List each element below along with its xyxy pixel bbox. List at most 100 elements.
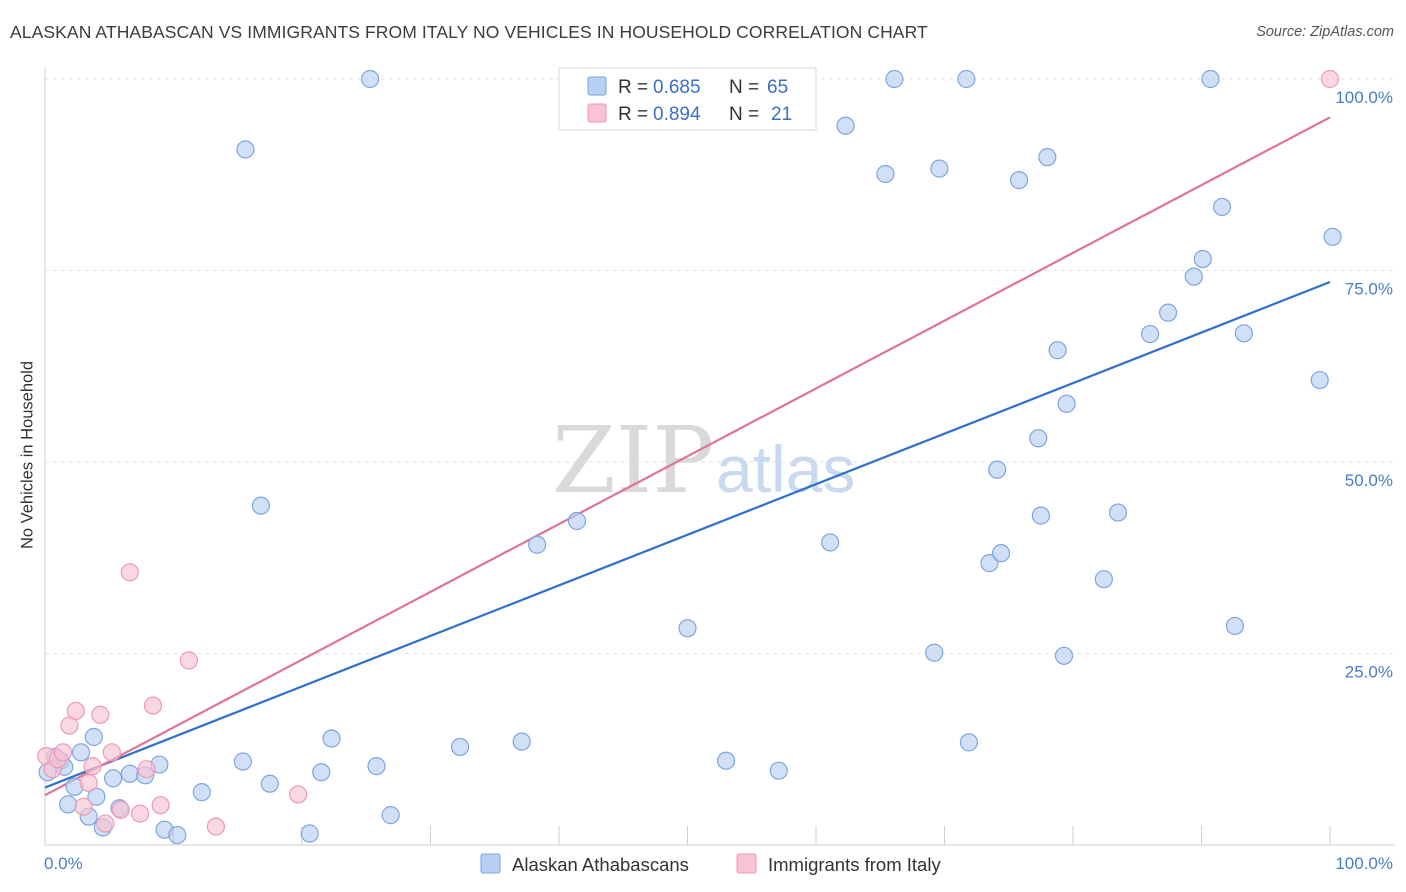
italy-point [53, 743, 73, 762]
athabascan-point [957, 69, 976, 89]
italy-point [289, 785, 308, 804]
bottom-legend-label: Alaskan Athabascans [512, 854, 689, 875]
italy-trend-line [44, 116, 1331, 797]
chart-title: ALASKAN ATHABASCAN VS IMMIGRANTS FROM IT… [10, 22, 928, 42]
athabascan-point [233, 752, 252, 771]
athabascan-point [1184, 267, 1203, 286]
athabascan-point [925, 643, 944, 662]
athabascan-point [1009, 171, 1029, 190]
athabascan-point [959, 733, 979, 752]
y-tick-label: 75.0% [1345, 280, 1393, 299]
legend-n-label: N = [729, 77, 759, 98]
athabascan-point [84, 727, 103, 747]
athabascan-point [260, 774, 279, 793]
x-tick-label: 100.0% [1335, 854, 1393, 873]
y-tick-label: 100.0% [1335, 88, 1393, 107]
bottom-legend-label: Immigrants from Italy [768, 854, 941, 875]
athabascan-point [87, 787, 106, 806]
y-tick-label: 25.0% [1345, 663, 1393, 682]
athabascan-point [120, 764, 139, 783]
athabascan-point [312, 763, 331, 782]
bottom-legend: Alaskan Athabascans Immigrants from Ital… [480, 853, 941, 875]
athabascan-point [876, 164, 895, 184]
italy-point [83, 757, 102, 776]
italy-point [151, 796, 170, 815]
athabascan-point [192, 783, 211, 802]
athabascan-point [1140, 324, 1160, 344]
watermark: ZIP atlas [552, 407, 855, 514]
athabascan-point [930, 159, 949, 178]
italy-point [66, 701, 85, 721]
italy-point [91, 705, 110, 724]
legend-box: R = 0.685 N = 65 R = 0.894 N = 21 [558, 67, 817, 131]
athabascan-point [991, 544, 1011, 563]
watermark-zip: ZIP [552, 407, 714, 514]
athabascan-point [236, 140, 255, 159]
italy-point [137, 760, 156, 779]
data-points [37, 69, 1342, 845]
athabascan-point [716, 751, 736, 770]
legend-n-label: N = [729, 104, 759, 125]
athabascan-point [528, 535, 547, 554]
athabascan-point [1054, 646, 1074, 665]
italy-point [111, 800, 130, 819]
italy-point [74, 797, 93, 816]
athabascan-point [59, 795, 78, 814]
athabascan-trend-line [44, 280, 1331, 789]
athabascan-point [885, 69, 904, 89]
axes [44, 67, 1395, 846]
italy-point [143, 696, 163, 715]
italy-point [79, 773, 98, 793]
athabascan-point [104, 769, 123, 788]
athabascan-point [678, 619, 697, 638]
italy-point [120, 563, 139, 582]
athabascan-point [1038, 148, 1057, 167]
athabascan-point [300, 824, 319, 843]
gridlines [45, 78, 1395, 654]
italy-point [130, 804, 150, 823]
athabascan-point [1108, 503, 1128, 522]
athabascan-point [251, 496, 270, 515]
chart-source: Source: ZipAtlas.com [1256, 24, 1394, 40]
legend-r-label: R = [618, 77, 648, 98]
athabascan-point [1029, 429, 1048, 448]
italy-point [1320, 69, 1340, 89]
y-tick-label: 50.0% [1345, 471, 1393, 490]
athabascan-point [168, 825, 187, 845]
athabascan-point [1234, 324, 1254, 343]
athabascan-point [1158, 303, 1178, 322]
athabascan-point [1310, 370, 1329, 390]
athabascan-point [367, 757, 386, 776]
athabascan-point [980, 554, 999, 573]
athabascan-point [836, 116, 855, 135]
italy-point [179, 651, 199, 670]
athabascan-point [71, 743, 91, 762]
trend-lines [44, 116, 1331, 797]
athabascan-point [1094, 570, 1113, 589]
athabascan-point [1212, 197, 1232, 217]
watermark-atlas: atlas [716, 432, 855, 506]
athabascan-point [322, 729, 341, 748]
bottom-legend-swatch-blue [480, 853, 501, 874]
legend-r-value: 0.894 [653, 104, 701, 125]
italy-point [96, 814, 115, 833]
legend-swatch-blue [587, 76, 607, 96]
legend-r-label: R = [618, 104, 648, 125]
athabascan-point [1048, 341, 1067, 360]
legend-n-value: 65 [767, 77, 788, 98]
athabascan-point [450, 737, 470, 757]
legend-swatch-pink [587, 103, 607, 123]
x-tick-label: 0.0% [44, 854, 83, 873]
athabascan-point [769, 761, 788, 780]
italy-point [206, 817, 226, 836]
italy-point [102, 743, 121, 762]
legend-r-value: 0.685 [653, 77, 701, 98]
athabascan-point [567, 511, 587, 531]
athabascan-point [361, 69, 380, 89]
athabascan-point [1057, 394, 1076, 413]
athabascan-point [1193, 249, 1212, 269]
athabascan-point [1031, 506, 1050, 525]
legend-n-value: 21 [771, 104, 792, 125]
athabascan-point [1225, 616, 1245, 636]
